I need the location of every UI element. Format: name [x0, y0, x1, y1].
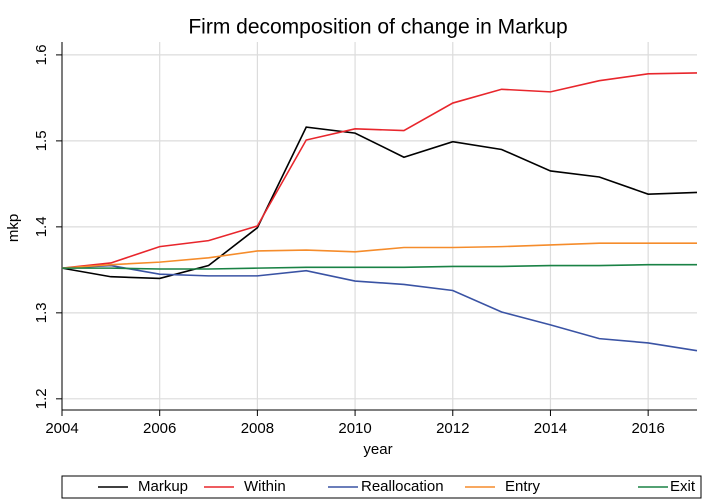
y-tick-label: 1.2 — [33, 388, 50, 409]
x-tick-label: 2006 — [143, 420, 176, 437]
series-line — [61, 242, 697, 269]
series-line — [62, 263, 697, 270]
y-tick-label: 1.4 — [33, 216, 50, 237]
legend-label: Exit — [670, 478, 696, 495]
x-tick-label: 2012 — [436, 420, 469, 437]
y-axis-label: mkp — [5, 214, 22, 242]
y-tick-label: 1.6 — [33, 44, 50, 65]
series-line — [61, 126, 698, 280]
legend-label: Markup — [138, 478, 188, 495]
chart-title: Firm decomposition of change in Markup — [188, 16, 567, 39]
y-tick-label: 1.5 — [33, 130, 50, 151]
legend-label: Within — [244, 478, 286, 495]
x-axis-label: year — [363, 441, 392, 458]
series-line — [61, 72, 698, 269]
legend-box — [61, 475, 702, 499]
legend-label: Entry — [505, 478, 541, 495]
x-tick-label: 2014 — [534, 420, 567, 437]
x-tick-label: 2008 — [241, 420, 274, 437]
x-tick-label: 2010 — [338, 420, 371, 437]
legend-label: Reallocation — [361, 478, 444, 495]
series-line — [61, 264, 698, 352]
y-tick-label: 1.3 — [33, 302, 50, 323]
x-tick-label: 2004 — [45, 420, 78, 437]
x-tick-label: 2016 — [631, 420, 664, 437]
